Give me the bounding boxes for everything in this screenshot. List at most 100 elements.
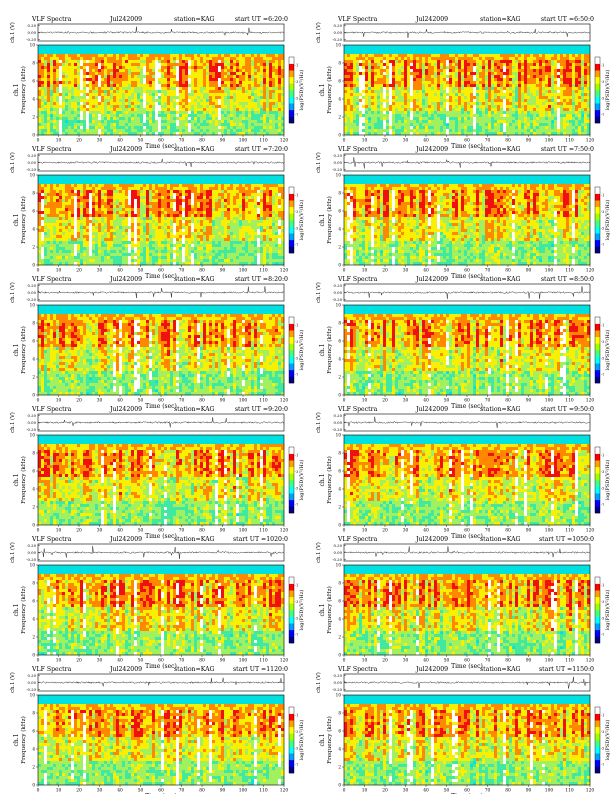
spectrogram-cell: [449, 57, 452, 60]
spectrogram-cell: [41, 238, 44, 241]
spectrogram-cell: [353, 69, 356, 72]
spectrogram-cell: [554, 75, 557, 78]
spectrogram-cell: [404, 63, 407, 66]
spectrogram-cell: [191, 102, 194, 105]
spectrogram-cell: [122, 66, 125, 69]
spectrogram-cell: [179, 123, 182, 126]
spectrogram-cell: [194, 123, 197, 126]
spectrogram-cell: [545, 123, 548, 126]
spectrogram-cell: [203, 57, 206, 60]
spectrogram-cell: [170, 87, 173, 90]
spectrogram-cell: [575, 120, 578, 123]
spectrogram-cell: [278, 93, 281, 96]
spectrogram-cell: [149, 93, 152, 96]
spectrogram-cell: [56, 72, 59, 75]
spectrogram-cell: [41, 190, 44, 193]
spectrogram-cell: [266, 63, 269, 66]
spectrogram-cell: [566, 117, 569, 120]
spectrogram-cell: [362, 75, 365, 78]
spectrogram-cell: [119, 90, 122, 93]
spectrogram-cell: [461, 69, 464, 72]
spectrogram-cell: [275, 54, 278, 57]
spectrogram-cell: [365, 105, 368, 108]
spectrogram-cell: [158, 123, 161, 126]
spectrogram-cell: [548, 54, 551, 57]
spectrogram-cell: [389, 57, 392, 60]
spectrogram-cell: [230, 126, 233, 129]
spectrogram-cell: [509, 108, 512, 111]
spectrogram-cell: [551, 129, 554, 132]
spectrogram-cell: [515, 72, 518, 75]
spectrogram-cell: [377, 69, 380, 72]
spectrogram-cell: [62, 256, 65, 259]
spectrogram-cell: [248, 96, 251, 99]
spectrogram-cell: [362, 108, 365, 111]
spectrogram-cell: [140, 54, 143, 57]
spectrogram-cell: [131, 57, 134, 60]
spectrogram-cell: [260, 96, 263, 99]
spectrogram-cell: [401, 111, 404, 114]
spectrogram-cell: [470, 78, 473, 81]
spectrogram-cell: [176, 87, 179, 90]
spectrogram-cell: [509, 81, 512, 84]
spectrogram-cell: [125, 120, 128, 123]
spectrogram-cell: [185, 114, 188, 117]
spectrogram-cell: [512, 102, 515, 105]
spectrogram-cell: [392, 114, 395, 117]
spectrogram-cell: [167, 120, 170, 123]
spectrogram-cell: [200, 96, 203, 99]
spectrogram-cell: [416, 60, 419, 63]
spectrogram-cell: [362, 102, 365, 105]
spectrogram-cell: [269, 111, 272, 114]
spectrogram-cell: [404, 99, 407, 102]
spectrogram-cell: [128, 105, 131, 108]
spectrogram-cell: [95, 108, 98, 111]
spectrogram-cell: [233, 114, 236, 117]
spectrogram-cell: [266, 54, 269, 57]
spectrogram-cell: [347, 111, 350, 114]
spectrogram-cell: [38, 226, 41, 229]
spectrogram-cell: [419, 57, 422, 60]
spectrogram-cell: [182, 99, 185, 102]
spectrogram-cell: [449, 90, 452, 93]
spectrogram-cell: [44, 69, 47, 72]
spectrogram-cell: [41, 244, 44, 247]
spectrogram-cell: [221, 96, 224, 99]
spectrogram-cell: [470, 123, 473, 126]
spectrogram-cell: [386, 54, 389, 57]
spectrogram-cell: [80, 184, 83, 187]
spectrogram-cell: [548, 84, 551, 87]
colorbar-segment: [289, 57, 294, 64]
spectrogram-cell: [44, 117, 47, 120]
spectrogram-cell: [254, 105, 257, 108]
spectrogram-cell: [38, 193, 41, 196]
spectrogram-cell: [422, 54, 425, 57]
spectrogram-cell: [203, 99, 206, 102]
spectrogram-cell: [38, 232, 41, 235]
spectrogram-cell: [77, 117, 80, 120]
spectrogram-cell: [95, 63, 98, 66]
spectrogram-cell: [176, 99, 179, 102]
spectrogram-cell: [167, 87, 170, 90]
spectrogram-cell: [569, 108, 572, 111]
spectrogram-cell: [380, 111, 383, 114]
spectrogram-cell: [470, 63, 473, 66]
spectrogram-cell: [152, 87, 155, 90]
spectrogram-cell: [185, 105, 188, 108]
spectrogram-cell: [263, 90, 266, 93]
spectrogram-cell: [83, 205, 86, 208]
spectrogram-cell: [353, 120, 356, 123]
spectrogram-cell: [38, 214, 41, 217]
spectrogram-cell: [206, 117, 209, 120]
spectrogram-cell: [77, 84, 80, 87]
spectrogram-cell: [272, 96, 275, 99]
spectrogram-cell: [53, 205, 56, 208]
spectrogram-cell: [107, 99, 110, 102]
spectrogram-cell: [416, 66, 419, 69]
spectrogram-cell: [581, 120, 584, 123]
spectrogram-cell: [44, 126, 47, 129]
spectrogram-cell: [392, 60, 395, 63]
spectrogram-cell: [116, 75, 119, 78]
spectrogram-cell: [452, 105, 455, 108]
spectrogram-cell: [482, 69, 485, 72]
